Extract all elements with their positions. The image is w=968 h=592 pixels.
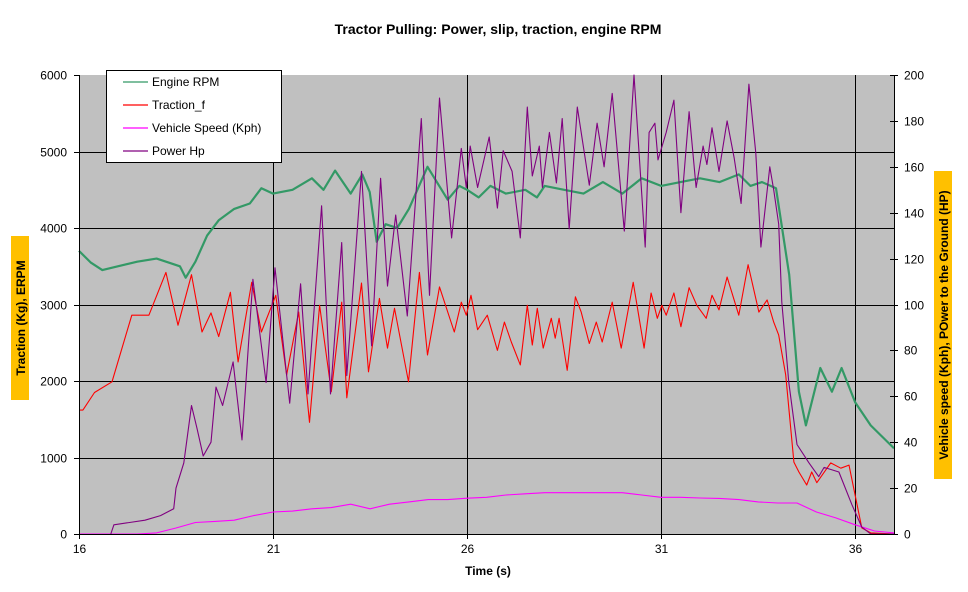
legend-label: Traction_f [152, 98, 206, 112]
y-tick-label-left: 0 [60, 528, 67, 542]
y-tick-label-right: 120 [904, 253, 924, 267]
y-tick-label-right: 160 [904, 161, 924, 175]
legend-item-traction-f: Traction_f [123, 98, 206, 112]
y-axis-right-label-bg [934, 171, 952, 479]
legend-label: Vehicle Speed (Kph) [152, 121, 261, 135]
y-tick-label-right: 60 [904, 390, 918, 404]
series-line-power-hp [110, 74, 894, 535]
x-tick-label: 26 [461, 542, 475, 556]
y-tick-label-right: 80 [904, 344, 918, 358]
y-tick-label-left: 3000 [40, 299, 67, 313]
y-axis-left-label-text: Traction (Kg), ERPM [14, 260, 28, 375]
y-tick-label-right: 140 [904, 207, 924, 221]
y-axis-left-label: Traction (Kg), ERPM [11, 236, 29, 400]
y-axis-right-label: Vehicle speed (Kph), POwer to the Ground… [934, 171, 952, 479]
y-tick-label-right: 20 [904, 482, 918, 496]
series-line-engine-rpm [78, 165, 895, 450]
x-axis-label: Time (s) [465, 564, 511, 578]
y-tick-label-right: 180 [904, 115, 924, 129]
legend: Engine RPM Traction_f Vehicle Speed (Kph) P… [106, 70, 282, 163]
legend-item-vehicle-speed-kph: Vehicle Speed (Kph) [123, 121, 261, 135]
y-tick-label-left: 4000 [40, 222, 67, 236]
chart-title: Tractor Pulling: Power, slip, traction, … [335, 21, 662, 37]
y-tick-label-right: 200 [904, 69, 924, 83]
legend-label: Power Hp [152, 144, 205, 158]
legend-label: Engine RPM [152, 75, 219, 89]
y-tick-label-right: 40 [904, 436, 918, 450]
series-lines [78, 74, 895, 535]
y-axis-right-label-text: Vehicle speed (Kph), POwer to the Ground… [937, 190, 951, 459]
y-tick-label-left: 1000 [40, 452, 67, 466]
gridlines [79, 75, 894, 534]
x-tick-label: 36 [849, 542, 863, 556]
legend-item-engine-rpm: Engine RPM [123, 75, 219, 89]
y-tick-label-left: 6000 [40, 69, 67, 83]
x-tick-label: 16 [73, 542, 87, 556]
x-tick-label: 31 [655, 542, 669, 556]
y-tick-label-right: 100 [904, 299, 924, 313]
x-tick-label: 21 [267, 542, 281, 556]
y-tick-label-left: 5000 [40, 146, 67, 160]
series-line-traction-f [79, 264, 895, 535]
series-line-vehicle-speed-kph [79, 492, 895, 535]
legend-box [106, 70, 282, 163]
axes: 0 1000 2000 3000 4000 5000 6000 0 20 40 60 80 100 120… [40, 69, 924, 557]
y-tick-label-right: 0 [904, 528, 911, 542]
y-axis-left-label-bg [11, 236, 29, 400]
y-tick-label-left: 2000 [40, 375, 67, 389]
legend-item-power-hp: Power Hp [123, 144, 205, 158]
